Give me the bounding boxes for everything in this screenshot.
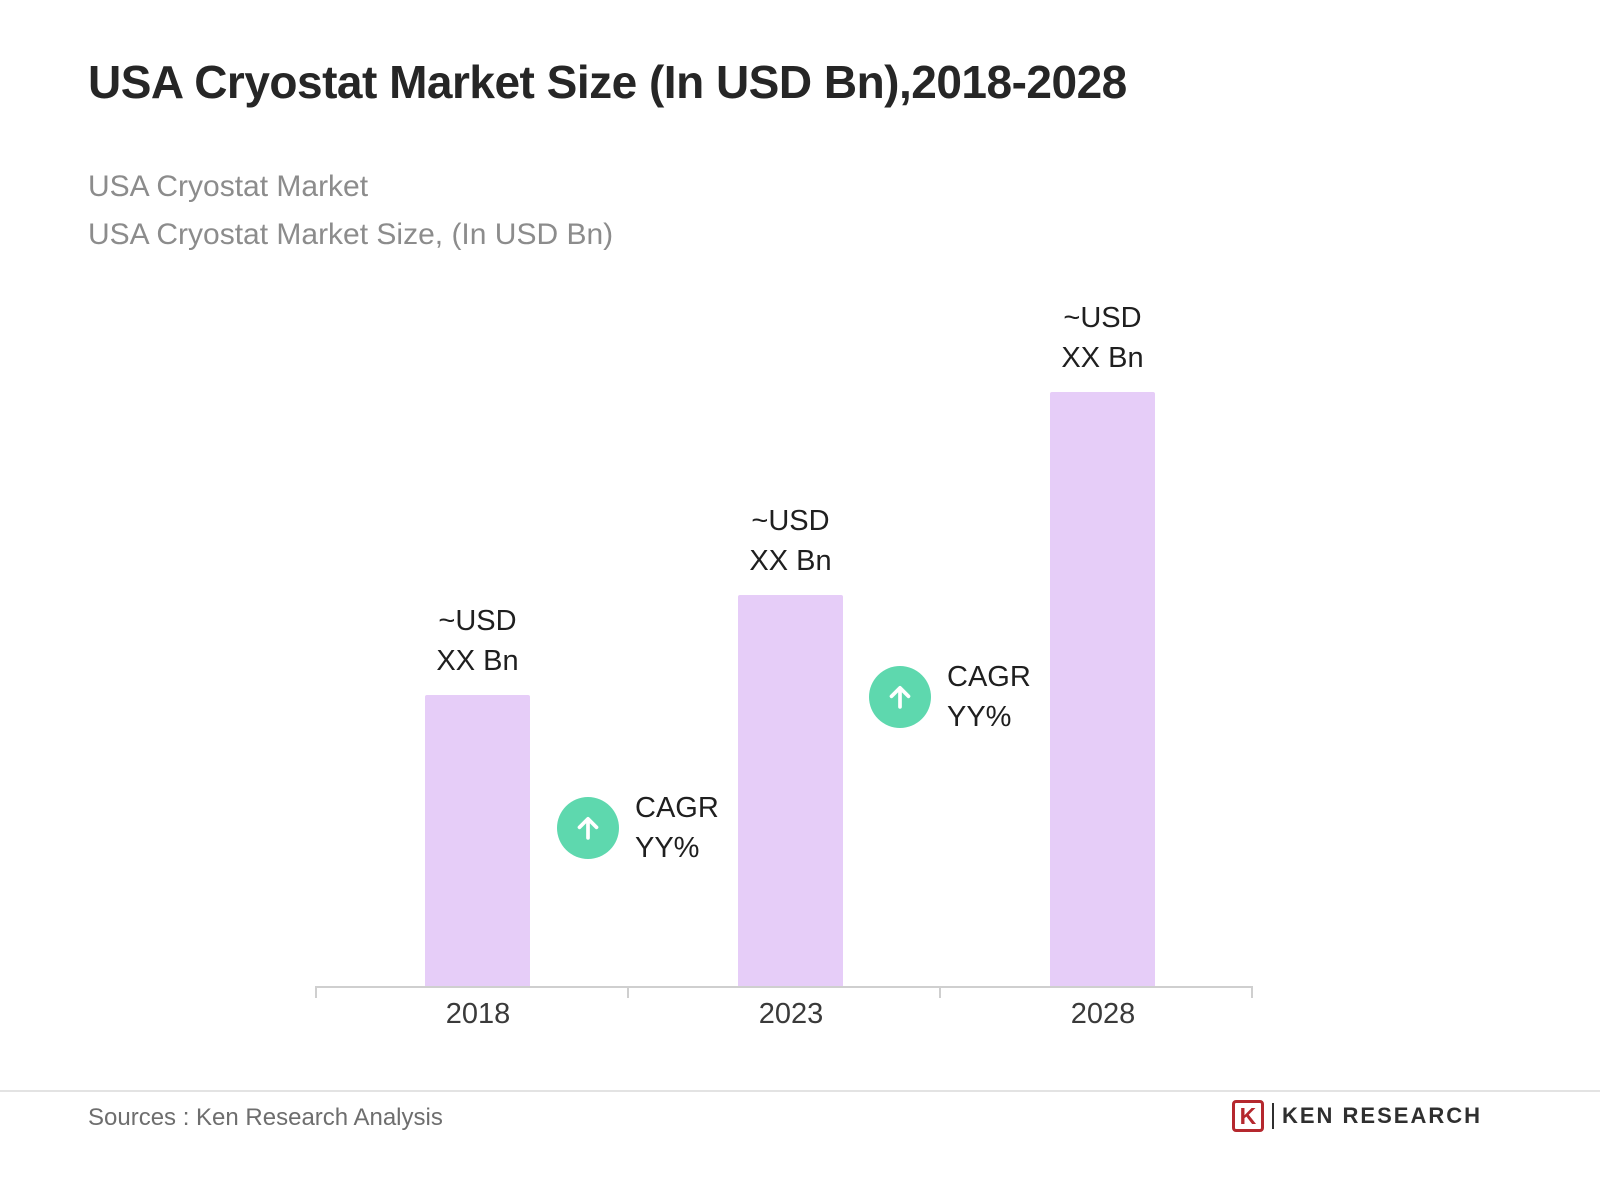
- bar-value-label-2023: ~USD XX Bn: [749, 501, 831, 581]
- source-note: Sources : Ken Research Analysis: [88, 1104, 443, 1131]
- x-axis-tick: [1251, 987, 1253, 998]
- cagr-label: CAGR: [947, 661, 1031, 693]
- up-arrow-icon: [889, 685, 911, 709]
- bar-value-label-2018: ~USD XX Bn: [436, 601, 518, 681]
- bar-chart-plot: ~USD XX Bn ~USD XX Bn ~USD XX Bn: [315, 298, 1253, 998]
- x-axis-tick: [627, 987, 629, 998]
- bar-group-2018: ~USD XX Bn: [425, 298, 530, 986]
- bar-group-2028: ~USD XX Bn: [1050, 298, 1155, 986]
- page-title: USA Cryostat Market Size (In USD Bn),201…: [88, 56, 1127, 108]
- bar-value-label-line1: ~USD: [438, 605, 517, 637]
- x-tick-label-2018: 2018: [445, 998, 511, 1030]
- footer-divider: [0, 1090, 1600, 1092]
- bar-group-2023: ~USD XX Bn: [738, 298, 843, 986]
- logo-divider: [1271, 1103, 1274, 1129]
- x-tick-label-2028: 2028: [1070, 998, 1136, 1030]
- up-arrow-icon: [577, 816, 599, 840]
- x-axis: [315, 986, 1253, 988]
- growth-circle-badge: [869, 666, 931, 728]
- x-axis-tick: [939, 987, 941, 998]
- brand-name: KEN RESEARCH: [1281, 1103, 1482, 1128]
- bar-value-label-line1: ~USD: [751, 505, 830, 537]
- bar-value-label-2028: ~USD XX Bn: [1061, 298, 1143, 378]
- growth-circle-badge: [557, 797, 619, 859]
- cagr-annotation-1: CAGR YY%: [557, 788, 719, 868]
- chart-subtitle-line2: USA Cryostat Market Size, (In USD Bn): [88, 218, 614, 251]
- chart-subtitle-line1: USA Cryostat Market: [88, 170, 369, 203]
- bar-2018: [425, 695, 530, 986]
- ken-research-logo: K KEN RESEARCH: [1231, 1100, 1482, 1132]
- bar-2023: [738, 595, 843, 986]
- bar-value-label-line2: XX Bn: [1061, 342, 1144, 374]
- cagr-value: YY%: [947, 701, 1012, 733]
- cagr-label: CAGR: [635, 792, 719, 824]
- bar-value-label-line2: XX Bn: [749, 545, 832, 577]
- bar-2028: [1050, 392, 1155, 986]
- x-axis-tick: [315, 987, 317, 998]
- bar-value-label-line1: ~USD: [1063, 302, 1142, 334]
- bar-value-label-line2: XX Bn: [436, 645, 519, 677]
- x-tick-label-2023: 2023: [758, 998, 824, 1030]
- ken-research-logo-icon: K: [1231, 1100, 1264, 1132]
- cagr-annotation-text: CAGR YY%: [635, 788, 719, 868]
- cagr-value: YY%: [635, 832, 700, 864]
- cagr-annotation-text: CAGR YY%: [947, 657, 1031, 737]
- cagr-annotation-2: CAGR YY%: [869, 657, 1031, 737]
